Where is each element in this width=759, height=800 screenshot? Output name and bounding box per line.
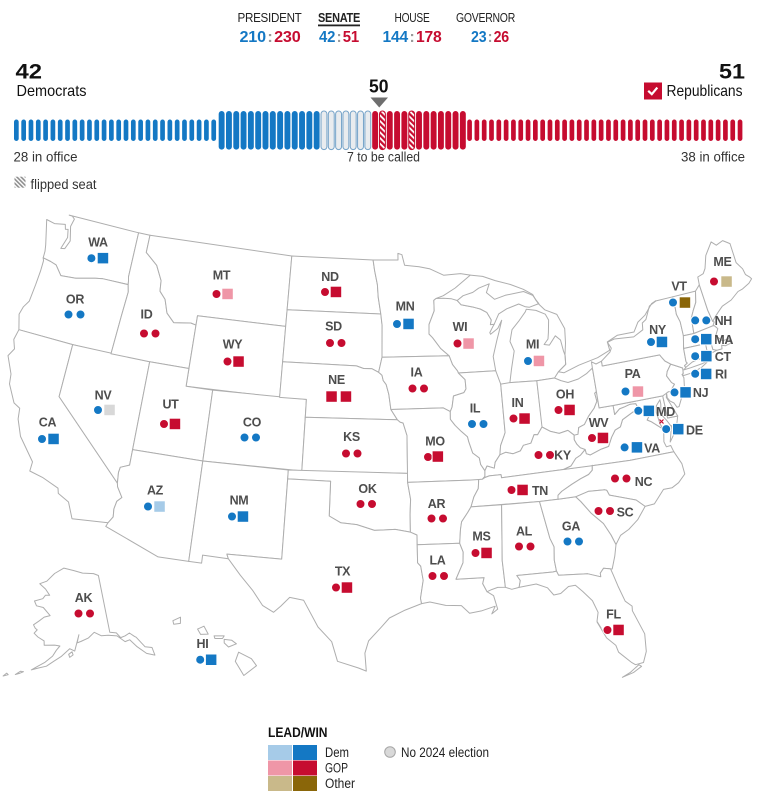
svg-text:42:51: 42:51 bbox=[319, 29, 359, 46]
svg-text:GOP: GOP bbox=[325, 761, 348, 776]
svg-text:OK: OK bbox=[358, 482, 376, 496]
svg-text:WV: WV bbox=[589, 416, 609, 430]
svg-text:MN: MN bbox=[396, 300, 415, 314]
svg-text:MI: MI bbox=[526, 338, 539, 352]
svg-text:51: 51 bbox=[719, 60, 745, 84]
svg-text:VT: VT bbox=[671, 280, 687, 294]
svg-text:HOUSE: HOUSE bbox=[395, 11, 430, 25]
svg-text:WA: WA bbox=[88, 236, 108, 250]
svg-text:ID: ID bbox=[141, 308, 153, 322]
svg-text:MA: MA bbox=[714, 333, 733, 347]
svg-text:NE: NE bbox=[328, 373, 345, 387]
svg-text:NC: NC bbox=[635, 475, 653, 489]
svg-text:flipped seat: flipped seat bbox=[31, 177, 97, 192]
svg-text:Republicans: Republicans bbox=[667, 83, 743, 100]
svg-text:PA: PA bbox=[625, 367, 641, 381]
svg-text:SC: SC bbox=[617, 506, 634, 520]
svg-text:NJ: NJ bbox=[693, 386, 709, 400]
svg-text:NV: NV bbox=[95, 389, 113, 403]
svg-text:MS: MS bbox=[472, 530, 490, 544]
svg-text:VA: VA bbox=[644, 441, 660, 455]
svg-text:NY: NY bbox=[649, 323, 667, 337]
svg-text:DE: DE bbox=[686, 424, 703, 438]
svg-text:CA: CA bbox=[39, 416, 57, 430]
svg-text:WY: WY bbox=[223, 338, 243, 352]
svg-text:IN: IN bbox=[512, 396, 524, 410]
svg-text:50: 50 bbox=[369, 77, 389, 97]
svg-text:144:178: 144:178 bbox=[383, 29, 442, 46]
svg-text:AL: AL bbox=[516, 525, 533, 539]
svg-text:ND: ND bbox=[321, 270, 339, 284]
svg-text:PRESIDENT: PRESIDENT bbox=[238, 11, 303, 25]
svg-text:NM: NM bbox=[230, 494, 249, 508]
svg-text:TN: TN bbox=[532, 484, 548, 498]
svg-text:HI: HI bbox=[197, 637, 209, 651]
svg-text:SENATE: SENATE bbox=[318, 11, 360, 25]
svg-text:AR: AR bbox=[428, 497, 446, 511]
svg-text:ME: ME bbox=[713, 255, 731, 269]
svg-text:FL: FL bbox=[606, 608, 621, 622]
svg-text:MT: MT bbox=[213, 269, 231, 283]
svg-text:SD: SD bbox=[325, 320, 342, 334]
svg-text:23:26: 23:26 bbox=[471, 29, 509, 46]
svg-text:KS: KS bbox=[343, 430, 360, 444]
svg-text:42: 42 bbox=[16, 60, 43, 84]
svg-text:IL: IL bbox=[470, 402, 481, 416]
svg-text:LA: LA bbox=[429, 554, 445, 568]
svg-text:OR: OR bbox=[66, 293, 84, 307]
svg-text:GOVERNOR: GOVERNOR bbox=[456, 11, 515, 25]
svg-text:CT: CT bbox=[715, 350, 732, 364]
svg-text:OH: OH bbox=[556, 388, 574, 402]
svg-text:Dem: Dem bbox=[325, 745, 349, 760]
svg-text:IA: IA bbox=[411, 366, 423, 380]
svg-text:RI: RI bbox=[715, 368, 727, 382]
svg-text:KY: KY bbox=[554, 449, 572, 463]
svg-text:UT: UT bbox=[162, 398, 179, 412]
svg-text:AK: AK bbox=[75, 591, 93, 605]
svg-text:GA: GA bbox=[562, 520, 580, 534]
svg-text:CO: CO bbox=[243, 416, 262, 430]
svg-text:38 in office: 38 in office bbox=[681, 150, 745, 165]
svg-text:Other: Other bbox=[325, 776, 355, 791]
svg-text:MD: MD bbox=[656, 405, 675, 419]
svg-text:No 2024 election: No 2024 election bbox=[401, 745, 489, 760]
svg-text:MO: MO bbox=[425, 435, 445, 449]
svg-text:WI: WI bbox=[453, 320, 468, 334]
svg-text:7 to be called: 7 to be called bbox=[347, 150, 420, 165]
svg-text:28 in office: 28 in office bbox=[14, 150, 78, 165]
svg-text:TX: TX bbox=[335, 565, 351, 579]
svg-text:210:230: 210:230 bbox=[240, 29, 301, 46]
svg-text:NH: NH bbox=[715, 314, 733, 328]
svg-text:LEAD/WIN: LEAD/WIN bbox=[268, 725, 328, 740]
svg-text:AZ: AZ bbox=[147, 484, 164, 498]
svg-text:Democrats: Democrats bbox=[17, 83, 87, 100]
